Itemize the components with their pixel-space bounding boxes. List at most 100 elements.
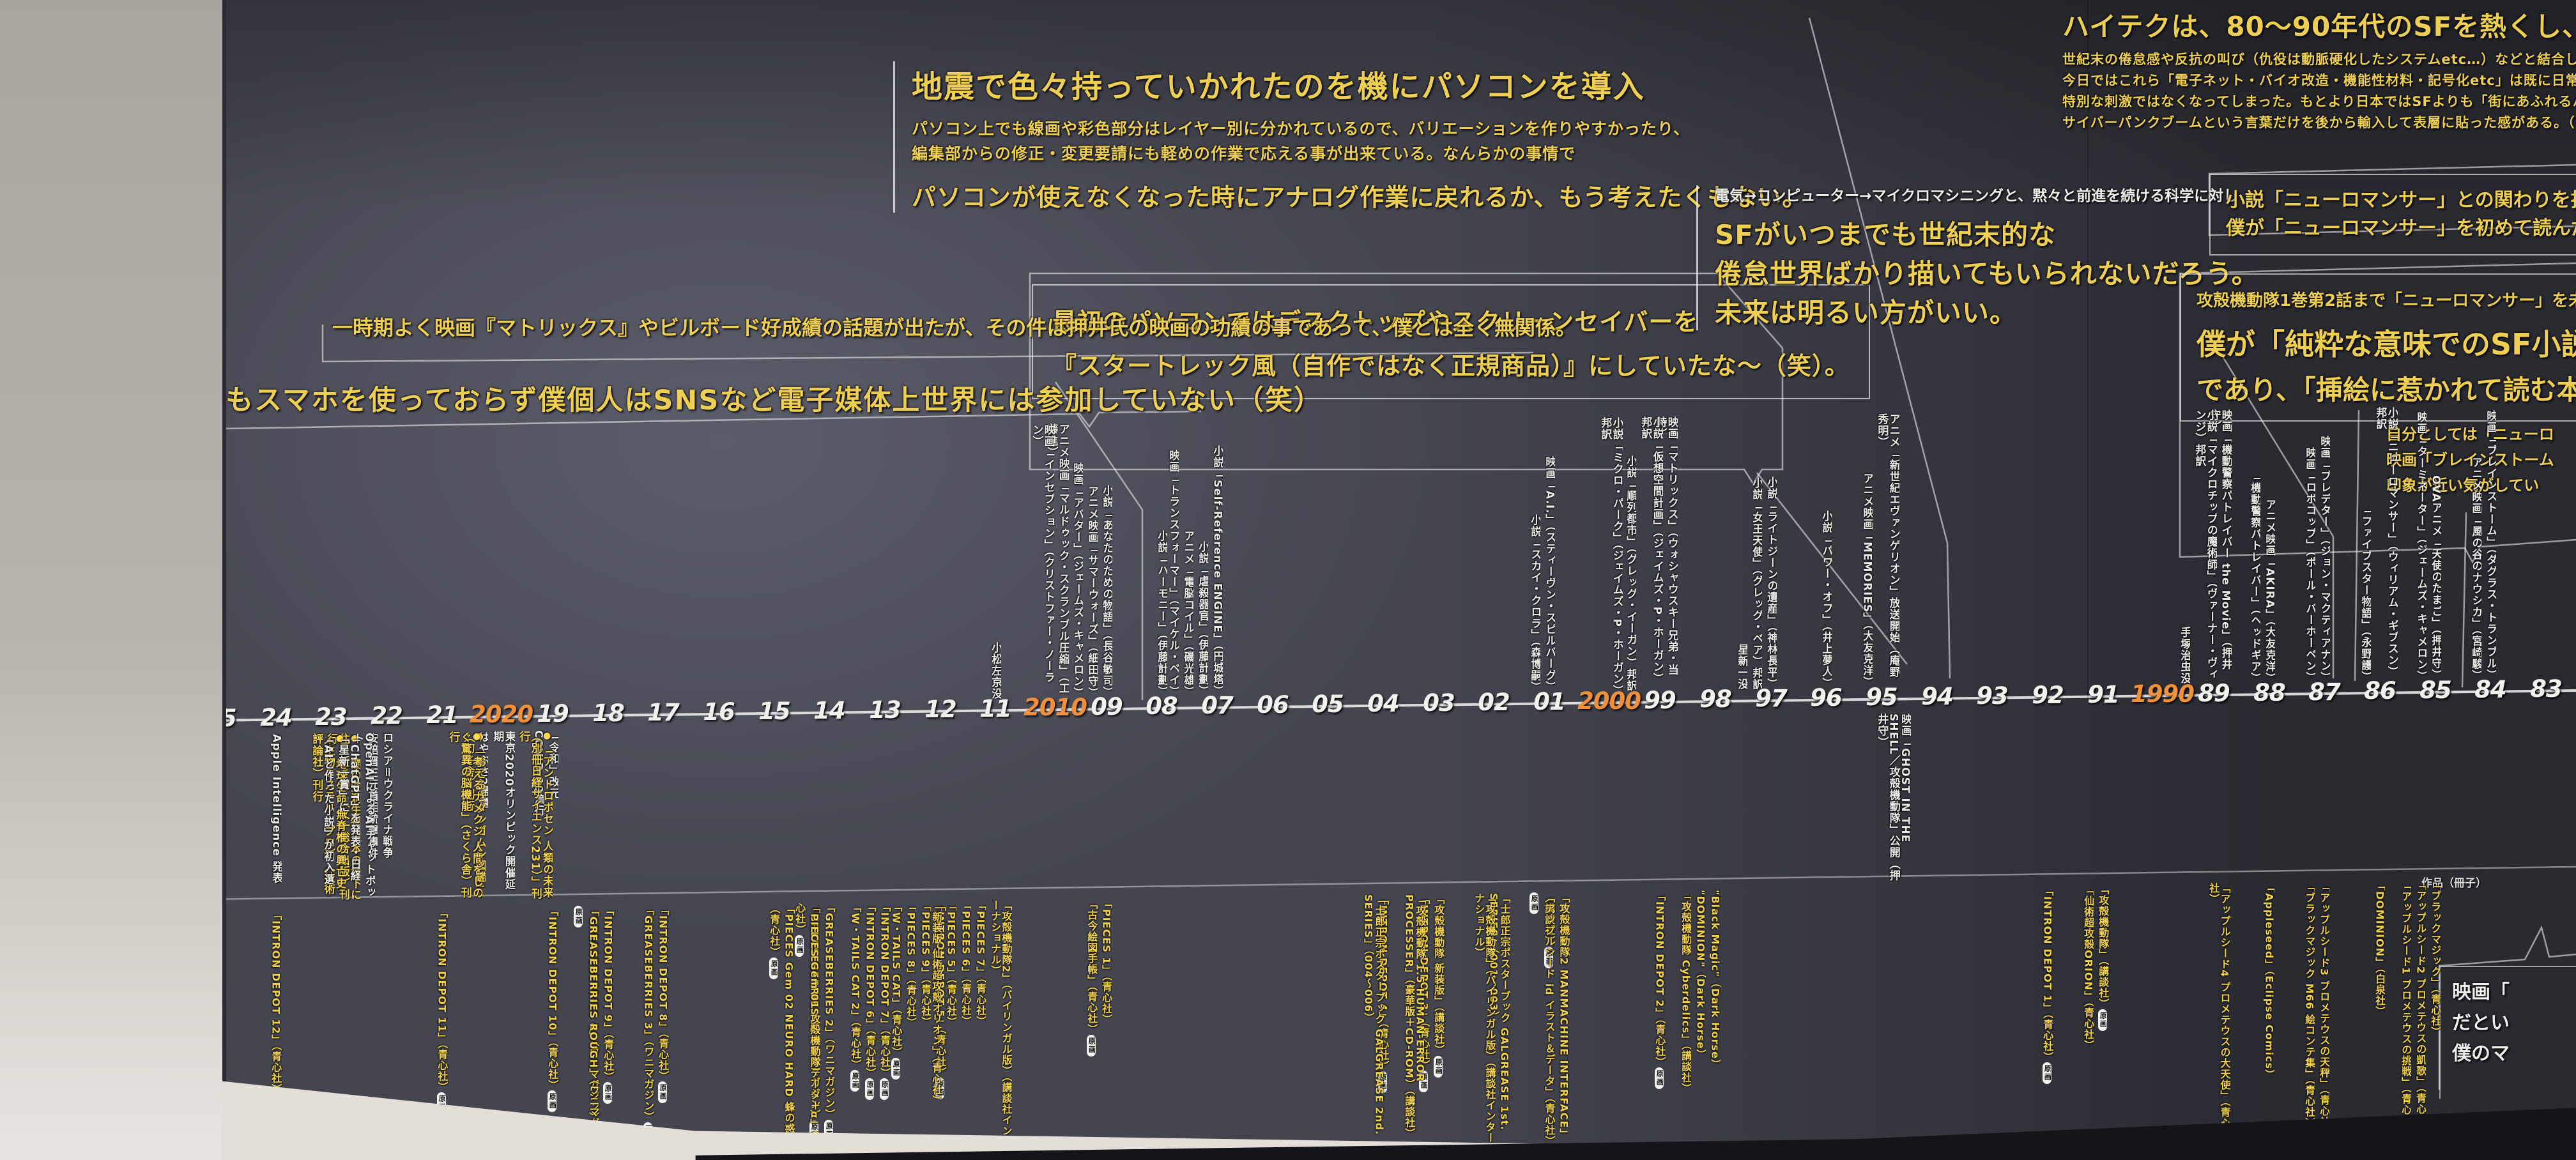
note-line: 世紀末の倦怠感や反抗の叫び（仇役は動脈硬化したシステムetc…）などと結合し、サ… (2062, 52, 2576, 67)
original-art-badge: 原画 (1434, 1055, 1443, 1078)
note-line: 映画「ブレインストーム (2386, 451, 2554, 469)
year-label: 23 (315, 703, 348, 731)
timeline-entry-works: 「INTRON DEPOT 6」（青心社）原画 (864, 901, 879, 1101)
year-label: 91 (2087, 681, 2120, 708)
year-label: 08 (1146, 692, 1178, 720)
timeline-entry-above: 小説「ミクロ・パーク」（ジェイムズ・P・ホーガン）邦訳 (1599, 417, 1623, 691)
year-label: 83 (2530, 675, 2563, 703)
timeline-entry-works: 「PIECES 9」（青心社） (920, 901, 931, 1028)
works-section-label: 作品（冊子） (2421, 877, 2487, 890)
timeline-entry-works: 「士郎正宗ポスターブック GALGREASE 1st. SERIES」（001～… (1488, 893, 1510, 1145)
note-line: 今もスマホを使っておらず僕個人はSNSなど電子媒体上世界には参加していない（笑） (197, 385, 1323, 416)
note-neuromancer-relation: 小説「ニューロマンサー」との関わりを指摘される事 僕が「ニューロマンサー」を初め… (2209, 174, 2576, 256)
year-label: 95 (1866, 683, 1898, 711)
timeline-entry-above: アニメ映画「風の谷のナウシカ」（宮崎駿） (2470, 456, 2482, 682)
year-label: 05 (1312, 691, 1344, 718)
timeline-entry-below: はやぶさ2帰還 (477, 731, 489, 809)
year-label: 89 (2198, 680, 2230, 707)
note-headline: 地震で色々持っていかれたのを機にパソコンを導入 (912, 69, 1645, 105)
note-line: 電気→コンピューター→マイクロマシニングと、黙々と前進を続ける科学に対し (1715, 188, 2239, 204)
year-label: 19 (537, 700, 569, 728)
timeline-entry-works: 「士郎正宗ポスターブック GALGREASE 2nd. SERIES」（004～… (1363, 894, 1385, 1147)
timeline-entry-works: 「攻殻機動隊 1.5 HUMAN-ERROR PROCESSER」（豪華版＋CD… (1404, 894, 1426, 1147)
note-line: サイバーパンクブームという言葉だけを後から輸入して表層に貼った感がある。（なぜだ… (2062, 115, 2576, 130)
note-hightech: ハイテクは、80～90年代のSFを熱くし、 世紀末の倦怠感や反抗の叫び（仇役は動… (2062, 5, 2576, 134)
year-label: 2000 (1577, 687, 1641, 715)
timeline-entry-below: ● 「闇の空洞生物 日本の地下に住む生き物」（文一総合出版）刊行 (325, 733, 360, 903)
note-brainstorm-impression: 自分としては「ニューロ 映画「ブレインストーム 印象が近い気がしてい (2386, 422, 2576, 498)
year-label: 14 (813, 697, 846, 724)
year-label: 94 (1921, 683, 1954, 710)
timeline-entry-above: 小説「マイクロチップの魔術師」（ヴァーナー・ヴィンジ）邦訳 (2193, 409, 2217, 684)
timeline-entry-above: 小説「パワー・オフ」（井上夢人） (1820, 510, 1832, 689)
original-art-badge: 原画 (1544, 947, 1554, 968)
timeline-entry-works: 「アップルシード4 プロメテウスの大天使」（青心社） (2208, 883, 2230, 1135)
timeline-entry-below: 安倍晋三元首相銃撃事件 (366, 733, 378, 859)
note-headline: ハイテクは、80～90年代のSFを熱くし、 (2062, 11, 2576, 42)
note-line: であり、「挿絵に惹かれて読む本を選ぶ (2196, 374, 2576, 406)
timeline-entry-above: アニメ映画「サマーウォーズ」（細田守） (1086, 485, 1098, 699)
timeline-entry-above: 星新一没 (1736, 644, 1748, 690)
timeline-entry-works: 「アップルシード2 プロメテウスの凱歌」（青心社） (2415, 880, 2426, 1132)
timeline-entry-works: 「GREASEBERRIES 2」（ワニマガジン）原画 (824, 902, 838, 1142)
timeline-entry-below: 「AIと作った小説」が初入選 (322, 733, 334, 885)
note-sns: 今もスマホを使っておらず僕個人はSNSなど電子媒体上世界には参加していない（笑） (197, 378, 1322, 418)
entry-dot-icon: ● (474, 731, 485, 745)
year-label: 09 (1091, 693, 1123, 721)
entry-dot-icon: ● (349, 733, 360, 747)
timeline-entry-works: 「新装版 仙術超攻殻オリオン」（青心社） (931, 901, 942, 1106)
note-line: 小説「ニューロマンサー」との関わりを指摘される事 (2226, 189, 2576, 211)
timeline-entry-above: 映画「ターミネーター」（ジェームズ・キャメロン） (2415, 411, 2427, 682)
timeline-entry-above: 小説「虐殺器官」（伊藤計劃） (1197, 540, 1209, 697)
year-label: 12 (924, 696, 957, 723)
timeline-entry-above: 映画「ロボコップ」（ポール・バーホーベン） (2304, 446, 2316, 683)
year-label: 21 (426, 701, 459, 729)
note-line: パソコン上でも線画や彩色部分はレイヤー別に分かれているので、バリエーションを作り… (912, 119, 1690, 138)
timeline-entry-above: アニメ映画「MEMORIES」（大友克洋） (1861, 473, 1873, 688)
entry-dot-icon: ● (335, 733, 346, 747)
note-line: 攻殻機動隊1巻第2話まで「ニューロマンサー」を未読だった (2196, 291, 2576, 310)
year-label: 2020 (470, 701, 533, 728)
timeline-entry-above: 小説「スカイ・クロラ」（森博嗣） (1529, 514, 1541, 693)
original-art-badge: 原画 (891, 1057, 901, 1080)
timeline-entry-below: 「ChatGPT」を発表・日経「星新一賞」に (337, 733, 360, 902)
timeline-entry-above: 小説「女王天使」（グレッグ・ベア）邦訳 (1751, 477, 1763, 691)
timeline-entry-above: アニメ映画「マルドゥック・スクランブル圧縮」（工藤進） (1045, 424, 1069, 698)
timeline-entry-above: 小説「仮想空間計画」（ジェイムズ・P・ホーガン）邦訳 (1639, 416, 1663, 691)
year-label: 99 (1644, 687, 1676, 714)
timeline-entry-works: 「INTRON DEPOT 8」（青心社）原画 (657, 904, 672, 1104)
timeline-entry-works: 「INTRON DEPOT 9」（青心社）原画 (602, 905, 617, 1104)
note-bottom-right-fragment: 映画「 だとい 僕のマ (2439, 966, 2576, 1099)
timeline-entry-below: COVID-19流行 (532, 730, 544, 817)
year-label: 07 (1201, 692, 1234, 719)
note-line: 特別な刺激ではなくなってしまった。もとより日本ではSFよりも「街にあふれるハイテ… (2062, 94, 2576, 109)
timeline-entry-works: 「古今絵図手帳」（青心社）原画 (1086, 899, 1101, 1057)
original-art-badge: 原画 (643, 1122, 653, 1145)
timeline-entry-above: アニメ「新世紀エヴァンゲリオン」放送開始（庵野秀明） (1876, 413, 1899, 688)
timeline-entry-below: ● 「アントロポセン 人類の未来（別冊日経サイエンス231）」刊行 (518, 731, 553, 899)
timeline-entry-above: 映画「ブレインストーム」（ダグラス・トランブル） (2485, 409, 2497, 681)
year-label: 92 (2032, 682, 2064, 709)
year-label: 96 (1810, 684, 1843, 712)
timeline-entry-above: 小説「ライトジーンの遺産」（神林長平） (1765, 476, 1777, 690)
timeline-entry-works: 「GREASEBERRIES ROUGH」（ワニマガジン）原画 (573, 906, 599, 1158)
gallery-wall-edge (0, 0, 226, 1160)
timeline-entry-below: ● 「おどろきダンゴムシ図鑑」（幻冬舎）刊行 (462, 731, 486, 901)
timeline-entry-works: 「アップルシード1 プロメテウスの挑戦」（青心社） (2400, 880, 2412, 1133)
note-line: 自分としては「ニューロ (2386, 425, 2554, 443)
note-line: 僕が「純粋な意味でのSF小説好き」で (2196, 327, 2576, 362)
timeline-entry-below: 東京2020オリンピック開催延期 (491, 731, 515, 900)
timeline-entry-above: 映画「マトリックス」（ウォシャウスキー兄弟・当時） (1654, 416, 1678, 691)
entry-dot-icon: ● (471, 731, 482, 745)
timeline-entry-above: 映画「アバター」（ジェームズ・キャメロン） (1071, 462, 1084, 699)
timeline-entry-works: 「アップルシード id イラスト＆データ」（青心社）原画 (1529, 892, 1555, 1145)
timeline-entry-above: 映画「プレデター」（ジョン・マクティアナン） (2319, 435, 2331, 683)
timeline-entry-above: アニメ映画「AKIRA」（大友克洋） (2264, 498, 2276, 683)
year-label: 16 (703, 698, 735, 726)
year-label: 86 (2364, 677, 2396, 705)
year-label: 93 (1976, 682, 2009, 710)
year-label: 2010 (1023, 694, 1087, 721)
note-line: 『スタートレック風（自作ではなく正規商品）』にしていたな～（笑）。 (1052, 352, 1850, 380)
